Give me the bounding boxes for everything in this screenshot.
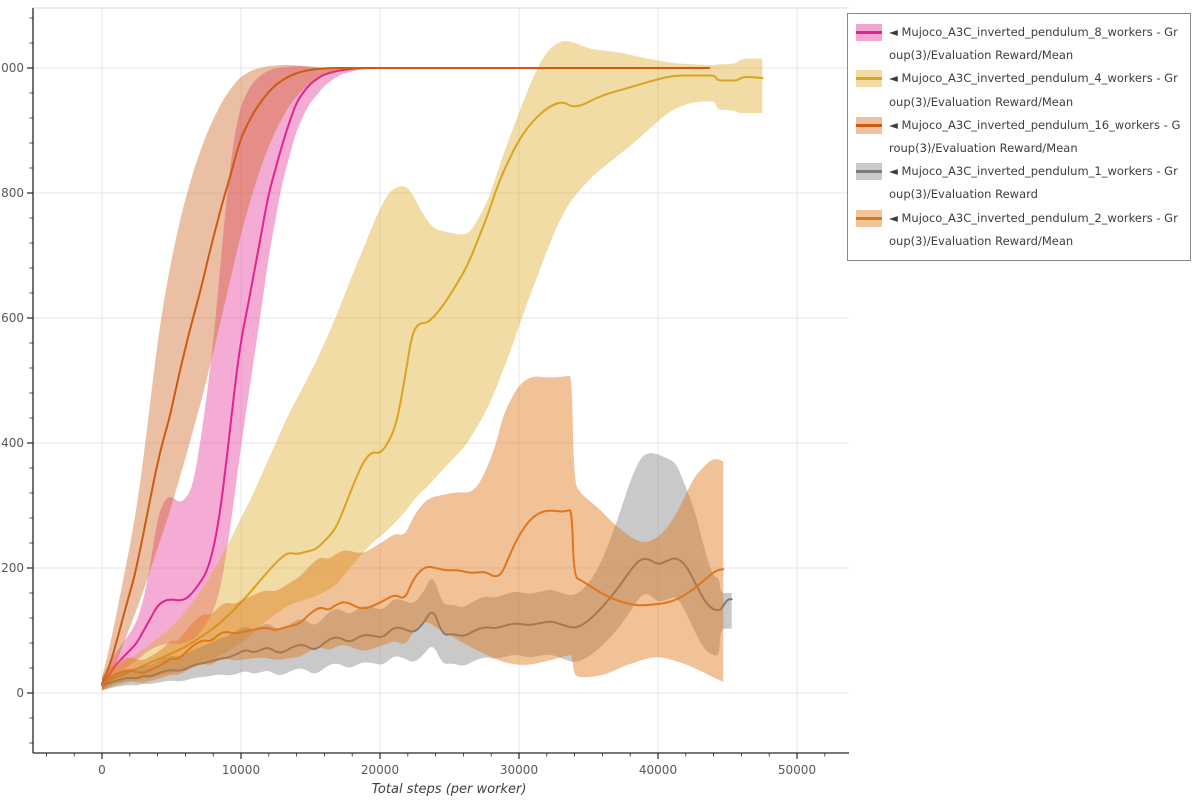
legend-line-icon [856, 31, 882, 34]
x-tick-label: 0 [98, 763, 106, 777]
legend-line-icon [856, 170, 882, 174]
legend-entry-2[interactable]: ◄ Mujoco_A3C_inverted_pendulum_16_worker… [856, 114, 1181, 160]
legend: ◄ Mujoco_A3C_inverted_pendulum_8_workers… [847, 13, 1191, 261]
legend-entry-3[interactable]: ◄ Mujoco_A3C_inverted_pendulum_1_workers… [856, 160, 1181, 206]
y-tick-label: 400 [1, 436, 24, 450]
series-line-Mujoco_A3C_inverted_pendulum_2_workers [101, 509, 725, 686]
series-band-Mujoco_A3C_inverted_pendulum_4_workers [102, 40, 763, 690]
y-tick-label: 600 [1, 311, 24, 325]
axis-ticks [27, 17, 826, 759]
gridlines [33, 8, 849, 753]
x-tick-label: 50000 [778, 763, 816, 777]
legend-swatch-icon [856, 70, 882, 88]
axes-frame [32, 7, 849, 754]
legend-entry-label: ◄ Mujoco_A3C_inverted_pendulum_16_worker… [889, 117, 1181, 156]
legend-entry-label: ◄ Mujoco_A3C_inverted_pendulum_2_workers… [889, 210, 1178, 248]
legend-entry-4[interactable]: ◄ Mujoco_A3C_inverted_pendulum_2_workers… [856, 207, 1181, 253]
legend-entry-label: ◄ Mujoco_A3C_inverted_pendulum_1_workers… [889, 164, 1178, 202]
y-tick-label: 1000 [0, 61, 24, 75]
series-band-Mujoco_A3C_inverted_pendulum_2_workers [102, 375, 724, 691]
legend-entry-1[interactable]: ◄ Mujoco_A3C_inverted_pendulum_4_workers… [856, 67, 1181, 113]
legend-line-icon [856, 77, 882, 81]
y-tick-label: 200 [1, 561, 24, 575]
series-band-Mujoco_A3C_inverted_pendulum_1_workers [102, 453, 732, 691]
legend-entry-label: ◄ Mujoco_A3C_inverted_pendulum_4_workers… [889, 71, 1178, 109]
legend-swatch-icon [856, 209, 882, 227]
legend-swatch-icon [856, 116, 882, 134]
x-tick-label: 20000 [361, 763, 399, 777]
legend-swatch-icon [856, 163, 882, 181]
x-tick-label: 30000 [500, 763, 538, 777]
series-line-Mujoco_A3C_inverted_pendulum_16_workers [101, 66, 711, 685]
series-layer [101, 40, 764, 691]
legend-swatch-icon [856, 24, 882, 41]
x-axis-label: Total steps (per worker) [372, 782, 527, 797]
legend-entry-label: ◄ Mujoco_A3C_inverted_pendulum_8_workers… [889, 25, 1178, 63]
legend-line-icon [856, 123, 882, 127]
series-band-Mujoco_A3C_inverted_pendulum_8_workers [102, 66, 682, 690]
y-tick-label: 0 [16, 686, 24, 700]
x-tick-label: 40000 [639, 763, 677, 777]
series-line-Mujoco_A3C_inverted_pendulum_4_workers [101, 74, 764, 685]
legend-entry-0[interactable]: ◄ Mujoco_A3C_inverted_pendulum_8_workers… [856, 21, 1181, 67]
series-line-Mujoco_A3C_inverted_pendulum_1_workers [101, 557, 733, 687]
legend-line-icon [856, 216, 882, 220]
axis-tick-labels: 0 10000 20000 30000 40000 50000 0 200 400 600 800 1… [0, 61, 816, 777]
x-tick-label: 10000 [222, 763, 260, 777]
y-tick-label: 800 [1, 186, 24, 200]
